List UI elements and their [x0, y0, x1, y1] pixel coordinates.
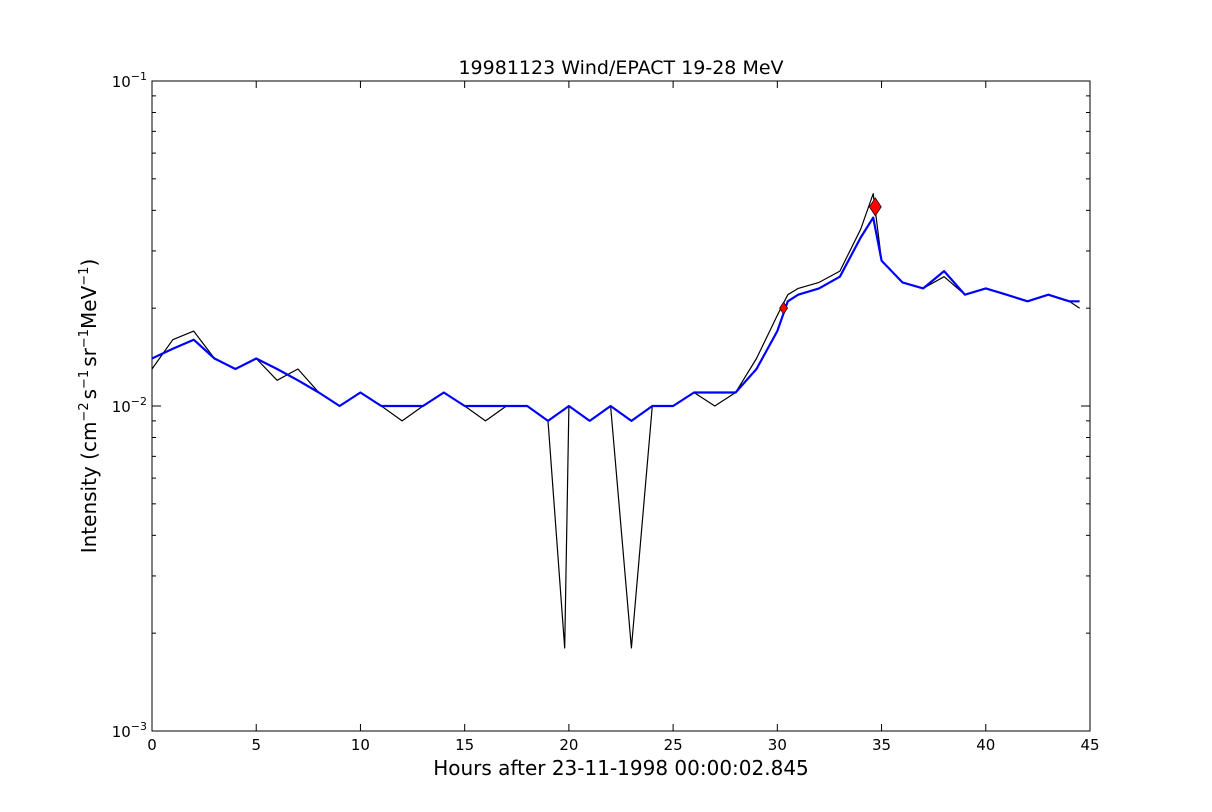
series-layer	[151, 193, 1080, 649]
y-axis-label-suffix: )	[77, 259, 101, 267]
chart-title: 19981123 Wind/EPACT 19-28 MeV	[458, 57, 783, 79]
y-axis-label-exp3: −1	[77, 329, 92, 348]
x-tick-label: 30	[768, 736, 787, 754]
x-tick-label: 25	[664, 736, 683, 754]
y-axis-label-exp1: −2	[77, 402, 92, 421]
x-tick-label: 20	[559, 736, 578, 754]
x-tick-label: 10	[351, 736, 370, 754]
x-tick-label: 45	[1080, 736, 1099, 754]
tick-layer: 0 5 10 15 20 25 30 35 40 45 10−3 10−2 10−1	[112, 70, 1100, 754]
x-tick-label: 5	[251, 736, 261, 754]
plot-frame	[151, 80, 1091, 732]
event-marker	[779, 301, 789, 315]
y-tick-label: 10−3	[112, 720, 147, 741]
y-axis-label-sr: sr	[77, 347, 101, 366]
y-axis-label-s: s	[77, 389, 101, 399]
x-tick-label: 35	[872, 736, 891, 754]
x-tick-label: 0	[147, 736, 157, 754]
y-tick-label: 10−2	[112, 395, 147, 416]
x-tick-label: 40	[976, 736, 995, 754]
plot-area: 0 5 10 15 20 25 30 35 40 45 10−3 10−2 10−1	[112, 70, 1100, 754]
smoothed-series-line	[151, 216, 1080, 422]
event-marker	[868, 197, 882, 217]
y-axis-label-exp2: −1	[77, 370, 92, 389]
y-axis-label-exp4: −1	[77, 267, 92, 286]
x-axis-label: Hours after 23-11-1998 00:00:02.845	[433, 756, 809, 780]
y-tick-label: 10−1	[112, 70, 147, 91]
marker-layer	[779, 197, 882, 315]
y-axis-label-mev: MeV	[77, 285, 101, 329]
x-tick-label: 15	[455, 736, 474, 754]
y-axis-label: Intensity (cm−2s−1sr−1MeV−1)	[77, 259, 101, 554]
y-axis-label-prefix: Intensity (cm	[77, 422, 101, 554]
